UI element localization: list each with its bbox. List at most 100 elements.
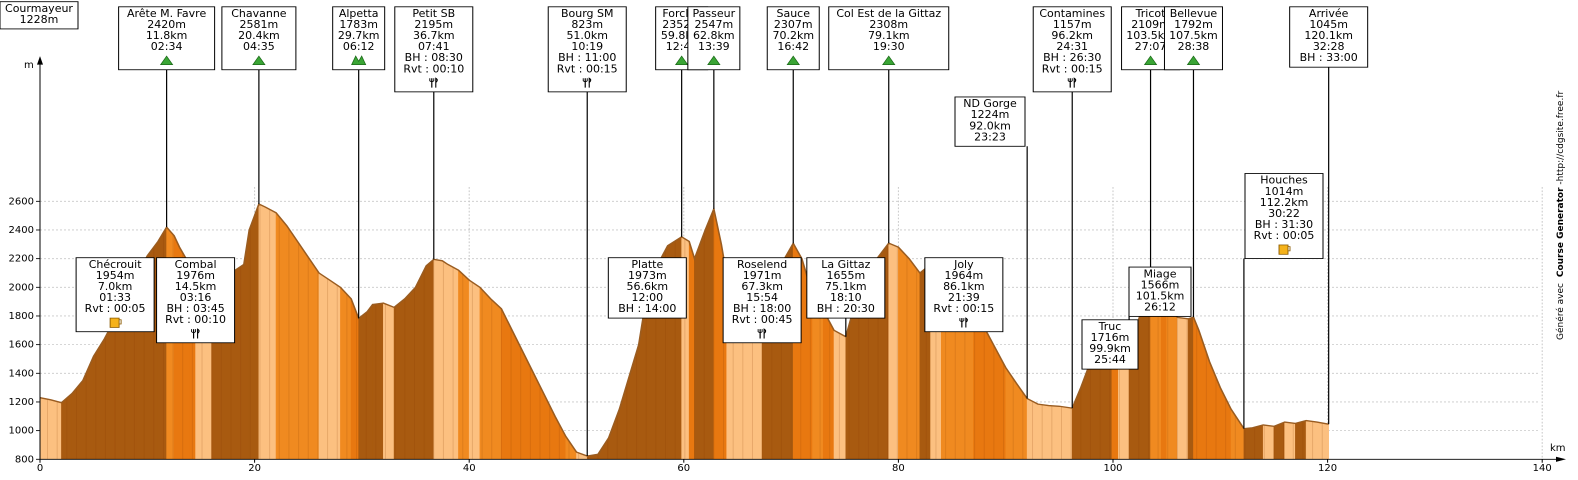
waypoint-rvt: Rvt : 00:10: [403, 62, 464, 75]
credit-text: Généré avec Course Generator -http://cdg…: [1555, 91, 1566, 340]
profile-segment: [404, 286, 416, 460]
profile-segment: [688, 241, 695, 460]
y-tick-label: 1800: [9, 311, 34, 322]
waypoint-time: 16:42: [777, 40, 809, 53]
waypoint-box-miage: [1128, 266, 1192, 317]
waypoint-box-la-gittaz: [806, 257, 886, 319]
waypoint-dist: 11.8km: [146, 29, 188, 42]
knife-shape: [763, 328, 767, 339]
cutlery-icon: [429, 77, 438, 88]
waypoint-name: Col Est de la Gittaz: [836, 7, 941, 20]
profile-segment: [104, 318, 116, 460]
profile-segment: [704, 208, 715, 460]
waypoint-name: Arête M. Favre: [127, 7, 206, 20]
waypoint-alt: 2308m: [869, 18, 908, 31]
summit-icon: [252, 55, 266, 65]
knife-shape: [435, 77, 438, 88]
waypoint-name: Sauce: [776, 7, 810, 20]
waypoint-dist: 120.1km: [1304, 29, 1353, 42]
waypoint-alt: 1792m: [1174, 18, 1213, 31]
waypoint-bh: BH : 20:30: [817, 302, 875, 315]
waypoint-leaders: [114, 67, 1330, 456]
x-tick-label: 80: [892, 463, 905, 474]
waypoint-rvt: Rvt : 00:10: [165, 313, 226, 326]
waypoint-box-arrivee: [1289, 6, 1369, 68]
profile-segment: [1177, 317, 1189, 460]
x-tick-label: 40: [463, 463, 476, 474]
waypoint-dist: 96.2km: [1051, 29, 1093, 42]
waypoint-rvt: Rvt : 00:15: [933, 302, 994, 315]
profile-segment: [1284, 421, 1296, 460]
summit-icon-shape: [1143, 55, 1158, 65]
waypoint-bh: BH : 18:00: [733, 302, 791, 315]
chart-body: m km 0 20 40 60 80 100 120 140 800 1000 1200 1400 16…: [0, 1, 1566, 474]
drink-icon: [109, 317, 122, 328]
waypoint-time: 27:07: [1135, 40, 1167, 53]
profile-segment: [1295, 420, 1307, 460]
profile-segment: [1305, 420, 1318, 460]
profile-segment: [522, 351, 534, 460]
cutlery-icon: [191, 328, 200, 339]
summit-icon-shape: [882, 55, 896, 65]
waypoint-alt: 1045m: [1309, 18, 1348, 31]
cutlery-icon: [757, 328, 767, 339]
fork-tines: [191, 329, 197, 333]
waypoint-name: Contamines: [1039, 7, 1105, 20]
waypoint-dist: 92.0km: [969, 119, 1011, 132]
profile-segment: [554, 416, 567, 460]
summit-icon-shape: [1186, 55, 1201, 65]
waypoint-name: Roselend: [737, 258, 787, 271]
waypoint-alt: 1655m: [826, 269, 865, 282]
profile-segment: [908, 257, 921, 460]
profile-segment: [307, 256, 320, 460]
y-tick-label: 1000: [9, 426, 34, 437]
waypoint-bh: BH : 14:00: [618, 302, 676, 315]
waypoint-alt: 823m: [571, 18, 603, 31]
fork-tines: [757, 329, 763, 333]
waypoint-dist: 7.0km: [98, 280, 133, 293]
fork-tines: [429, 78, 435, 83]
waypoint-alt: 1964m: [944, 269, 983, 282]
fork-tines: [959, 318, 965, 322]
y-tick-label: 1200: [9, 397, 34, 408]
profile-segment: [1048, 405, 1060, 460]
profile-segment: [1273, 421, 1285, 460]
waypoint-box-roselend: [722, 257, 802, 344]
profile-segment: [1193, 317, 1200, 460]
waypoint-name: Joly: [953, 258, 974, 271]
waypoint-rvt: Rvt : 00:45: [732, 313, 793, 326]
waypoint-alt: 2581m: [240, 18, 279, 31]
waypoint-name: Truc: [1098, 320, 1122, 333]
profile-segment: [393, 298, 406, 460]
knife-shape: [588, 77, 592, 88]
waypoint-box-truc: [1081, 319, 1139, 370]
waypoint-name: Platte: [631, 258, 663, 271]
waypoint-bh: BH : 08:30: [405, 51, 463, 64]
waypoint-time: 07:41: [418, 40, 450, 53]
waypoint-time: 19:30: [873, 40, 905, 53]
waypoint-alt: 1566m: [1141, 278, 1180, 291]
profile-segment: [619, 373, 631, 460]
waypoint-dist: 107.5km: [1169, 29, 1218, 42]
profile-segment: [1166, 300, 1178, 460]
profile-segment: [629, 344, 640, 460]
summit-icon: [786, 55, 800, 65]
waypoint-bh: BH : 26:30: [1043, 51, 1101, 64]
y-axis-label: m: [24, 60, 34, 71]
waypoint-time: 32:28: [1313, 40, 1345, 53]
profile-segment: [1230, 408, 1245, 460]
waypoint-dist: 62.8km: [693, 29, 735, 42]
fork-tines: [582, 78, 588, 83]
profile-segment: [50, 399, 62, 460]
waypoint-time: 25:44: [1094, 353, 1126, 366]
